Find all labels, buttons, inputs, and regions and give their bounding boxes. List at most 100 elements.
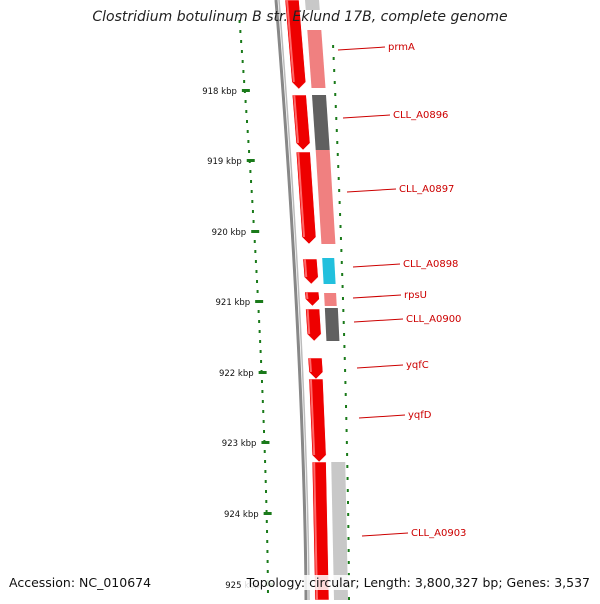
scale-dot [265, 490, 268, 493]
outer-dot [347, 513, 350, 516]
outer-dot [334, 105, 337, 108]
gray-dark-block [324, 308, 340, 341]
scale-dot [261, 390, 264, 393]
scale-dot [254, 250, 257, 253]
tick-mark [258, 371, 267, 374]
tick-label: 925 kbp [225, 581, 260, 591]
tick-mark [251, 230, 260, 233]
scale-dot [252, 220, 255, 223]
outer-dot [339, 237, 342, 240]
outer-dot [336, 141, 339, 144]
tick-mark [255, 300, 264, 303]
scale-dot [266, 530, 269, 533]
outer-dot [346, 453, 349, 456]
scale-dot [254, 260, 257, 263]
genome-summary-text: Topology: circular; Length: 3,800,327 bp… [244, 575, 590, 590]
gray-dark-block [311, 95, 330, 150]
outer-dot [340, 249, 343, 252]
scale-dot [245, 110, 248, 113]
gene-leader-line [353, 318, 404, 323]
outer-dot [346, 501, 349, 504]
outer-dot [345, 405, 348, 408]
tick-mark [263, 512, 272, 515]
gray-light-block [331, 462, 348, 600]
scale-dot [259, 340, 262, 343]
tick-label: 918 kbp [202, 87, 237, 97]
scale-dot [264, 460, 267, 463]
gene-leader-line [346, 188, 397, 193]
outer-dot [347, 561, 350, 564]
outer-dot [347, 525, 350, 528]
map-title: Clostridium botulinum B str. Eklund 17B,… [92, 9, 508, 25]
gene-leader-line [356, 364, 404, 369]
outer-dot [347, 597, 350, 600]
gene-label: CLL_A0900 [406, 314, 461, 325]
scale-dot [250, 190, 253, 193]
outer-dot [338, 189, 341, 192]
outer-dot [341, 297, 344, 300]
scale-dot [243, 80, 246, 83]
scale-dot [264, 470, 267, 473]
accession-text: Accession: NC_010674 [9, 575, 152, 590]
outer-dot [334, 93, 337, 96]
outer-dot [337, 177, 340, 180]
scale-dot [240, 40, 243, 43]
outer-dot [343, 345, 346, 348]
scale-dot [260, 360, 263, 363]
outer-dot [337, 165, 340, 168]
gene-label: yqfC [406, 360, 429, 371]
scale-dot [248, 150, 251, 153]
gene-label: CLL_A0898 [403, 259, 458, 270]
tick-mark [241, 89, 250, 92]
outer-dot [339, 213, 342, 216]
outer-dot [333, 69, 336, 72]
scale-dot [246, 120, 249, 123]
scale-dot [259, 350, 262, 353]
outer-dot [343, 357, 346, 360]
gene-leader-line [337, 46, 386, 51]
scale-dot [239, 30, 242, 33]
gene-arrow [302, 258, 319, 285]
scale-dot [249, 170, 252, 173]
scale-dot [244, 100, 247, 103]
backbone-line [274, 0, 308, 601]
scale-dot [266, 540, 269, 543]
tick-label: 922 kbp [219, 369, 254, 379]
tick-mark [261, 441, 270, 444]
scale-dot [262, 410, 265, 413]
gene-label: CLL_A0903 [411, 528, 466, 539]
outer-dot [345, 429, 348, 432]
gene-arrow-highlight [293, 94, 300, 144]
scale-dot [266, 590, 269, 593]
scale-dot [264, 480, 267, 483]
gene-label: CLL_A0897 [399, 184, 454, 195]
scale-dot [253, 240, 256, 243]
tick-label: 921 kbp [216, 298, 251, 308]
scale-dot [265, 510, 268, 513]
gene-arrow-highlight [305, 291, 309, 300]
scale-dot [262, 420, 265, 423]
scale-dot [251, 200, 254, 203]
tick-label: 924 kbp [224, 510, 259, 520]
gene-arrow-highlight [297, 151, 305, 238]
scale-dot [255, 270, 258, 273]
outer-dot [336, 153, 339, 156]
outer-dot [346, 465, 349, 468]
gene-arrow [304, 291, 320, 307]
outer-dot [347, 573, 350, 576]
scale-dot [241, 60, 244, 63]
scale-dot [258, 330, 261, 333]
gene-arrow-highlight [286, 0, 295, 83]
outer-dot [344, 369, 347, 372]
outer-dot [332, 57, 335, 60]
outer-dot [342, 309, 345, 312]
outer-dot [346, 489, 349, 492]
outer-dot [339, 225, 342, 228]
outer-dot [345, 417, 348, 420]
gene-leader-line [352, 294, 402, 299]
outer-dot [333, 81, 336, 84]
scale-dot [242, 70, 245, 73]
light-gene-block [324, 293, 337, 306]
outer-dot [345, 441, 348, 444]
